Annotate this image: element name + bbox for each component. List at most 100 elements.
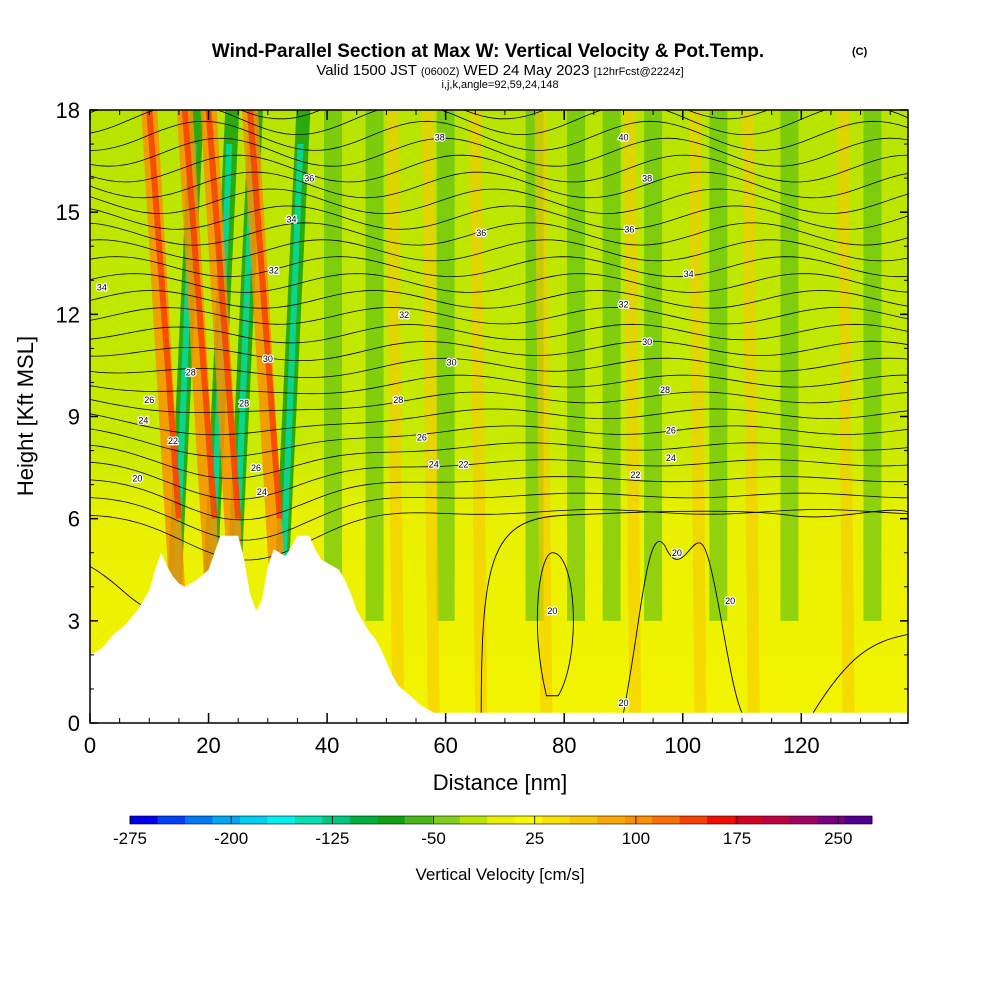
colorbar-swatch [322, 816, 351, 824]
theta-label: 34 [285, 213, 298, 226]
theta-label: 28 [392, 394, 405, 407]
y-tick-label: 12 [56, 302, 80, 327]
y-tick-label: 0 [68, 711, 80, 736]
velocity-band [279, 144, 304, 587]
colorbar-swatch [679, 816, 708, 824]
colorbar-swatch [377, 816, 406, 824]
velocity-band [534, 110, 553, 723]
velocity-band [709, 110, 728, 621]
theta-label: 24 [137, 414, 150, 427]
svg-text:30: 30 [447, 358, 457, 368]
theta-contour [90, 290, 908, 309]
svg-text:32: 32 [399, 310, 409, 320]
theta-label: 20 [617, 697, 630, 710]
y-axis-label: Height [Kft MSL] [13, 336, 38, 496]
colorbar-tick-label: 100 [622, 829, 650, 848]
theta-label: 38 [433, 131, 446, 144]
theta-label: 22 [629, 469, 642, 482]
svg-text:28: 28 [239, 398, 249, 408]
x-tick-label: 0 [84, 733, 96, 758]
theta-contour [90, 171, 908, 199]
svg-text:32: 32 [269, 266, 279, 276]
colorbar-swatch [432, 816, 461, 824]
theta-label: 36 [303, 172, 316, 185]
theta-contour [536, 552, 574, 697]
svg-text:28: 28 [393, 395, 403, 405]
theta-contour [90, 273, 908, 293]
svg-text:36: 36 [304, 174, 314, 184]
x-tick-label: 20 [196, 733, 220, 758]
velocity-band [421, 110, 440, 723]
x-axis-label: Distance [nm] [433, 770, 568, 795]
plot-area: 20 22 24 26 28 30 28 26 24 22 30 32 34 36 38 40 38 36 34 32… [90, 110, 908, 723]
velocity-band [141, 110, 193, 723]
colorbar: -275 -200 -125 -50 25 100 175 250 [113, 815, 873, 848]
colorbar-swatch [212, 816, 241, 824]
grid-info: i,j,k,angle=92,59,24,148 [441, 79, 558, 91]
theta-contour-labels: 20 22 24 26 28 30 28 26 24 22 30 32 34 36 38 40 38 36 34 32… [96, 131, 737, 710]
velocity-band [741, 110, 760, 723]
theta-label: 40 [617, 131, 630, 144]
theta-label: 32 [617, 298, 630, 311]
theta-contour [623, 541, 743, 713]
valid-utc: (0600Z) [421, 66, 460, 78]
theta-contour [90, 222, 908, 246]
theta-contour [90, 357, 908, 378]
svg-text:34: 34 [684, 269, 694, 279]
colorbar-tick-label: 250 [824, 829, 852, 848]
colorbar-swatch [157, 816, 186, 824]
svg-text:36: 36 [476, 228, 486, 238]
svg-text:26: 26 [144, 395, 154, 405]
theta-label: 30 [445, 356, 458, 369]
theta-contour [90, 239, 908, 262]
theta-label: 36 [623, 223, 636, 236]
theta-label: 34 [96, 281, 109, 294]
colorbar-swatch [762, 816, 790, 824]
colorbar-swatch [707, 816, 735, 824]
colorbar-tick-label: -50 [421, 829, 446, 848]
theta-contour [90, 137, 908, 167]
velocity-band [436, 110, 455, 621]
velocity-band [688, 110, 707, 723]
x-tick-label: 40 [315, 733, 339, 758]
theta-label: 36 [475, 227, 488, 240]
colorbar-swatch [294, 816, 323, 824]
svg-text:24: 24 [429, 460, 439, 470]
theta-contours [90, 110, 908, 561]
theta-contour [90, 408, 908, 436]
velocity-band [386, 110, 405, 723]
theta-label: 20 [546, 605, 559, 618]
theta-label: 20 [131, 472, 144, 485]
theta-contour [90, 154, 908, 183]
svg-text:22: 22 [630, 470, 640, 480]
velocity-band [644, 110, 663, 621]
x-tick-label: 80 [552, 733, 576, 758]
forecast-info: [12hrFcst@2224z] [594, 66, 684, 78]
velocity-band [469, 110, 488, 723]
colorbar-swatch [459, 816, 488, 824]
velocity-band [365, 110, 384, 621]
svg-text:20: 20 [725, 596, 735, 606]
svg-text:20: 20 [618, 698, 628, 708]
y-tick-label: 3 [68, 609, 80, 634]
colorbar-swatch [789, 816, 818, 824]
colorbar-swatch [844, 816, 873, 824]
theta-label: 28 [185, 366, 198, 379]
theta-contour [90, 256, 908, 278]
x-tick-label: 100 [664, 733, 701, 758]
colorbar-swatch [542, 816, 571, 824]
velocity-band [623, 110, 642, 723]
theta-contour [90, 425, 908, 458]
theta-contour [90, 323, 908, 344]
terrain-mask [90, 535, 908, 723]
velocity-band [146, 110, 182, 519]
svg-text:28: 28 [660, 385, 670, 395]
svg-text:28: 28 [186, 368, 196, 378]
velocity-band [324, 110, 343, 621]
colorbar-tick-label: -275 [113, 829, 147, 848]
colorbar-swatch [652, 816, 681, 824]
theta-label: 32 [267, 264, 280, 277]
theta-label: 24 [428, 458, 441, 471]
theta-label: 20 [724, 595, 737, 608]
velocity-band [567, 110, 586, 621]
